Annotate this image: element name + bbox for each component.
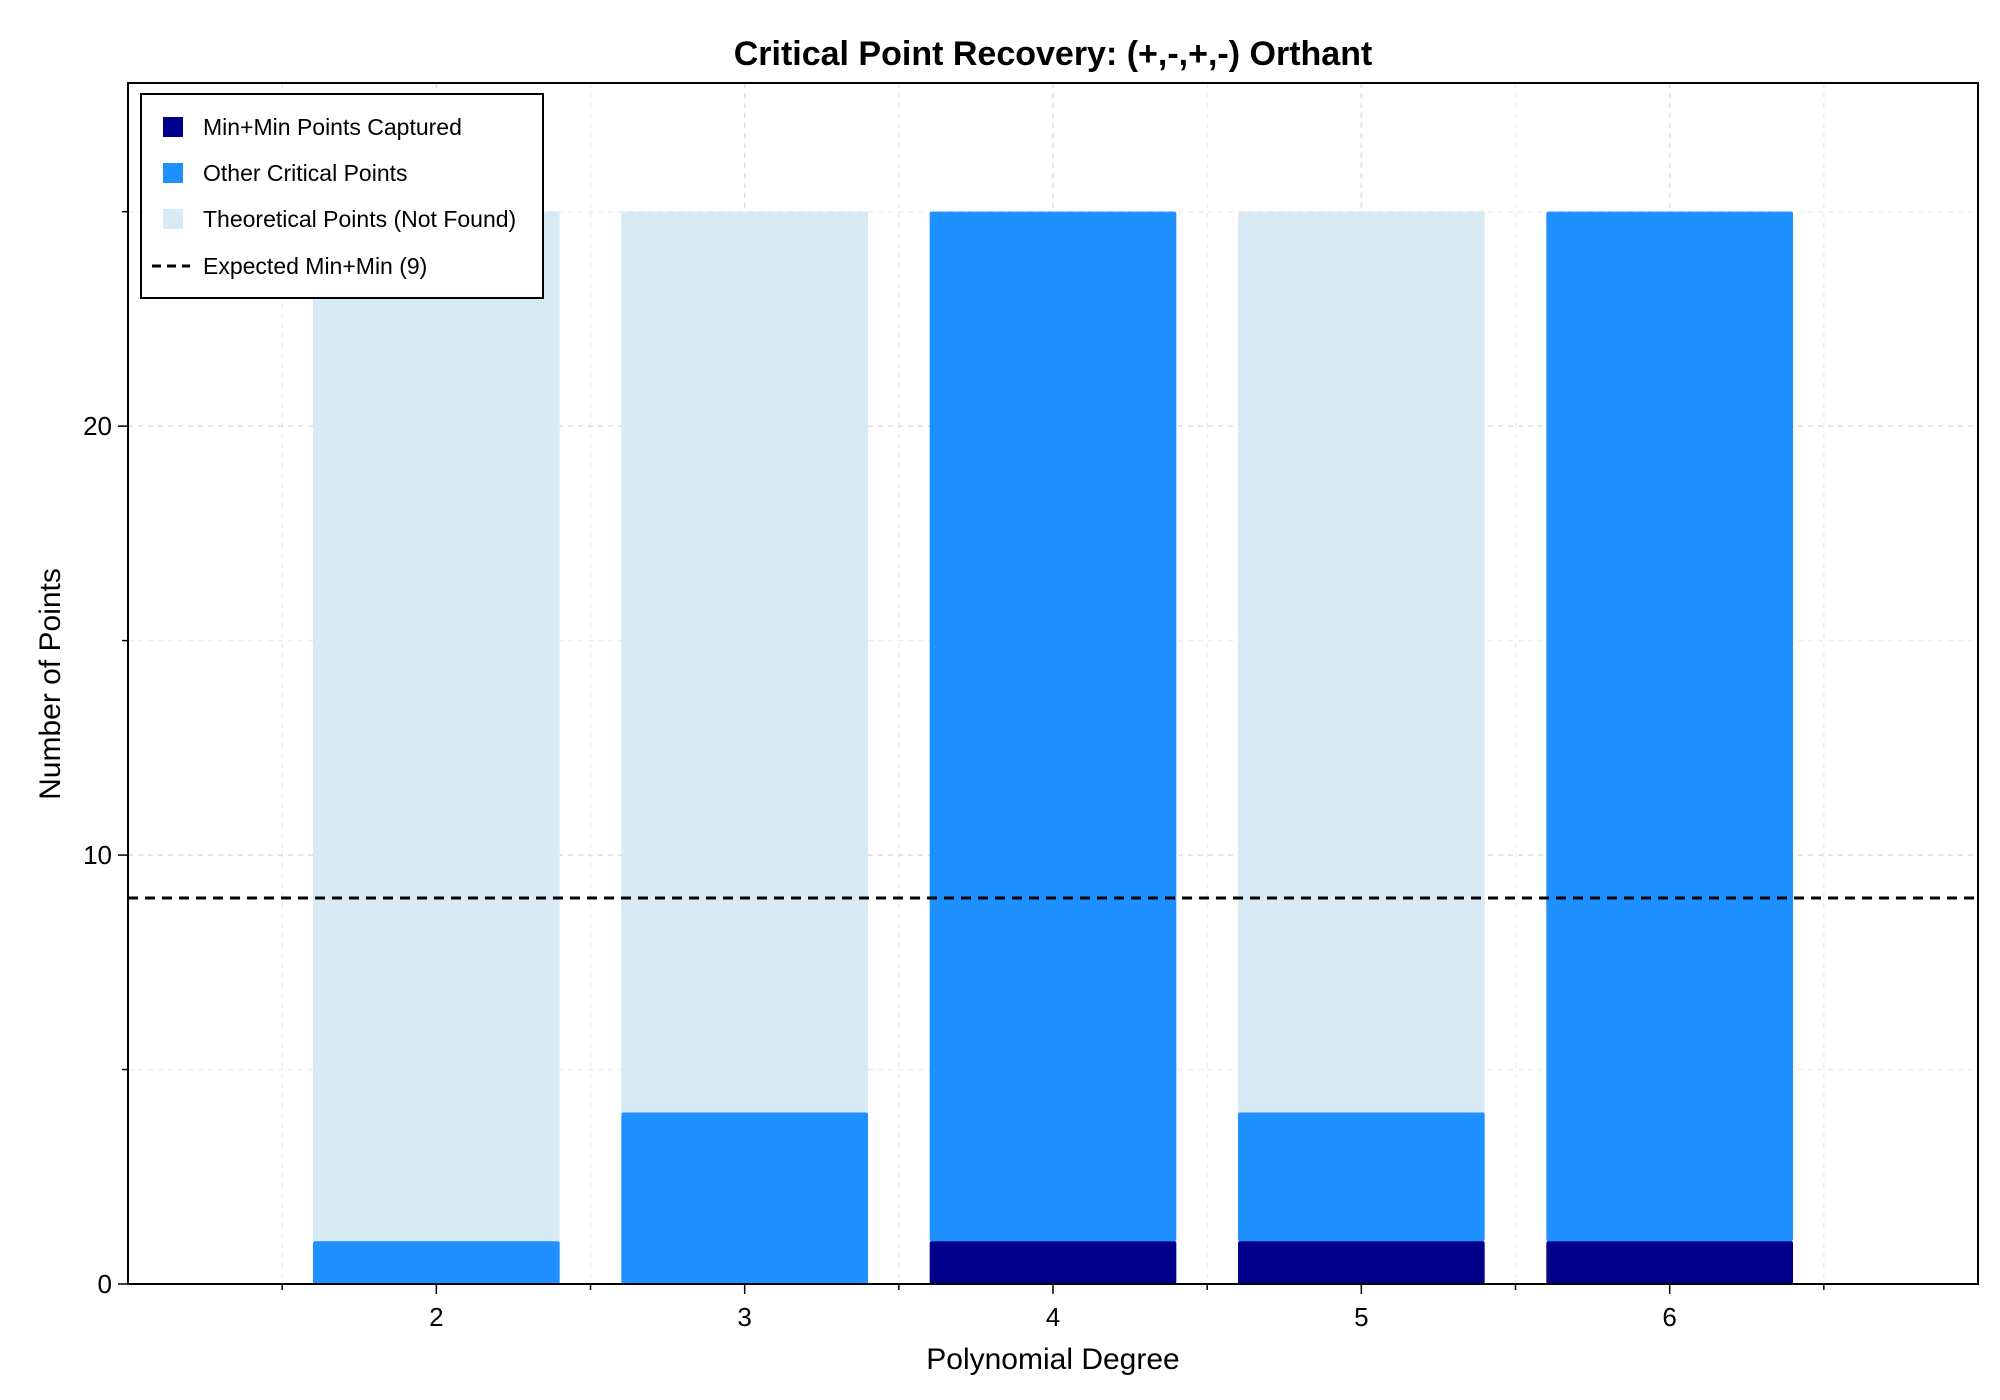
legend-swatch-other: [163, 163, 183, 183]
x-tick-label: 2: [429, 1302, 443, 1332]
x-tick-label: 3: [737, 1302, 751, 1332]
y-axis-label: Number of Points: [34, 568, 67, 800]
x-tick-label: 4: [1046, 1302, 1060, 1332]
y-tick-label: 10: [83, 840, 112, 870]
legend-box: [140, 93, 544, 299]
bar-deg4-series0: [929, 1241, 1177, 1284]
legend: Min+Min Points Captured Other Critical P…: [140, 93, 544, 299]
bar-deg6-series1: [1546, 211, 1793, 1242]
legend-label-expected: Expected Min+Min (9): [203, 253, 427, 279]
bar-deg4-series1: [929, 211, 1177, 1242]
bar-deg5-series0: [1238, 1241, 1485, 1284]
x-tick-label: 5: [1354, 1302, 1368, 1332]
bar-deg2-series2: [313, 211, 560, 1242]
y-tick-label: 20: [83, 411, 112, 441]
chart-title: Critical Point Recovery: (+,-,+,-) Ortha…: [734, 35, 1373, 73]
legend-label-other: Other Critical Points: [203, 160, 408, 186]
legend-swatch-min-min: [163, 117, 183, 137]
legend-label-min-min: Min+Min Points Captured: [203, 114, 462, 140]
bar-deg2-series1: [313, 1241, 560, 1284]
x-axis-label: Polynomial Degree: [926, 1343, 1179, 1376]
bar-deg3-series1: [621, 1112, 868, 1284]
x-tick-label: 6: [1662, 1302, 1676, 1332]
bar-deg5-series1: [1238, 1112, 1485, 1242]
legend-swatch-theoretical: [163, 209, 183, 229]
bar-deg5-series2: [1238, 211, 1485, 1113]
legend-label-theoretical: Theoretical Points (Not Found): [203, 206, 516, 232]
bars: [313, 211, 1793, 1284]
axis-ticks: 2 3 4 5 6 0 10 20: [83, 210, 1825, 1332]
bar-deg6-series0: [1546, 1241, 1793, 1284]
y-tick-label: 0: [98, 1269, 112, 1299]
bar-deg3-series2: [621, 211, 868, 1113]
